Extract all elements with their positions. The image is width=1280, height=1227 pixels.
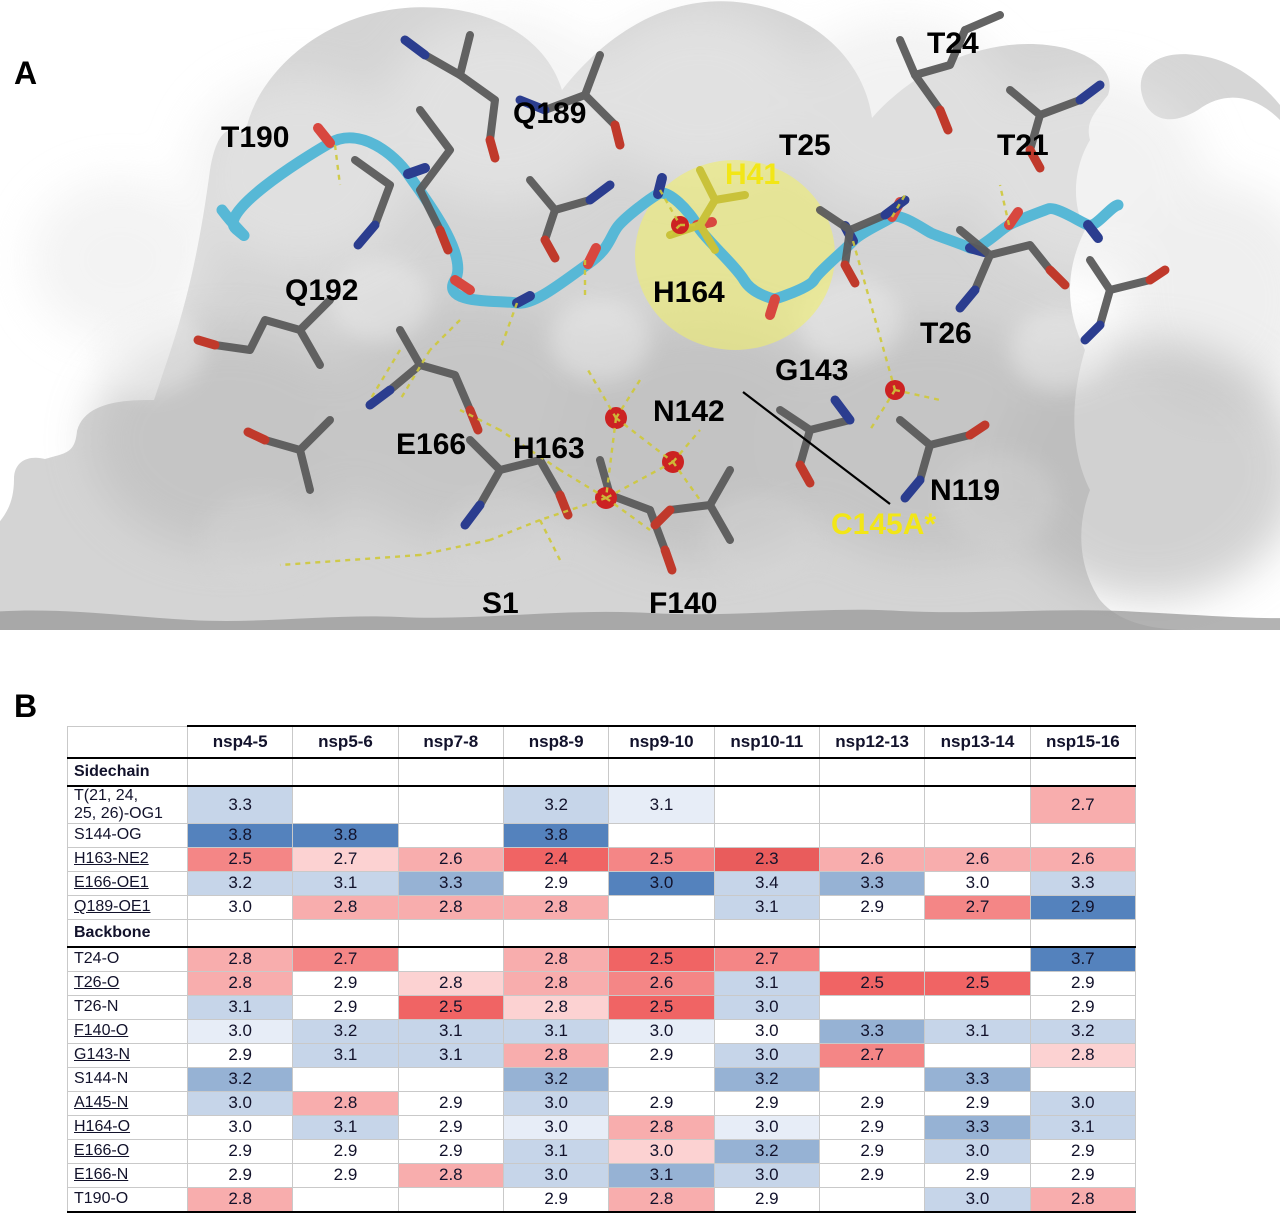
svg-text:Q189: Q189: [513, 97, 586, 130]
svg-text:T21: T21: [997, 129, 1049, 162]
svg-text:F140: F140: [649, 587, 717, 620]
svg-text:T190: T190: [221, 121, 289, 154]
svg-text:H163: H163: [513, 432, 585, 465]
svg-text:N119: N119: [930, 474, 1000, 507]
svg-text:H164: H164: [653, 276, 725, 309]
svg-text:H41: H41: [725, 158, 780, 191]
svg-text:T26: T26: [920, 317, 972, 350]
svg-text:T25: T25: [779, 129, 831, 162]
svg-text:T24: T24: [927, 27, 979, 60]
svg-text:S1: S1: [482, 587, 519, 620]
svg-text:N142: N142: [653, 395, 725, 428]
svg-text:G143: G143: [775, 354, 848, 387]
svg-text:Q192: Q192: [285, 274, 358, 307]
svg-text:C145A*: C145A*: [831, 508, 936, 541]
svg-text:E166: E166: [396, 428, 466, 461]
